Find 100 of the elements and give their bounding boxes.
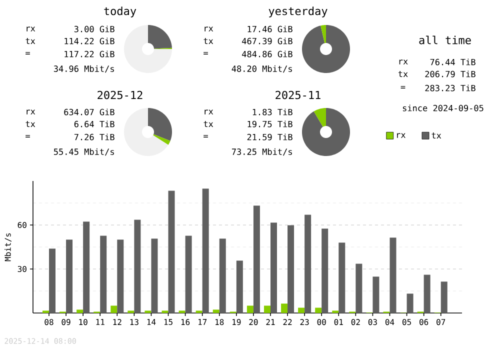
text: = [26, 135, 30, 138]
x-tick-label: 21 [266, 319, 275, 325]
text: tx [26, 38, 36, 44]
bar [168, 190, 175, 313]
text: 6.64 TiB [74, 120, 114, 128]
text: 1.83 TiB [252, 108, 292, 116]
x-tick-label: 11 [96, 319, 104, 325]
bar [390, 238, 396, 313]
x-tick-label: 17 [198, 319, 207, 325]
text: 76.44 TiB [430, 58, 476, 66]
x-tick-label: 02 [351, 319, 360, 326]
bar [246, 306, 254, 313]
chart-title: 2025-11 [276, 90, 320, 100]
x-tick-label: 10 [79, 319, 88, 326]
y-tick-label: 60 [18, 222, 26, 228]
bar [151, 238, 158, 313]
x-tick-label: 20 [249, 319, 258, 326]
chart-title: yesterday [268, 6, 328, 18]
bar [117, 240, 124, 313]
bar [356, 264, 362, 313]
bar [83, 222, 90, 313]
text: 7.26 TiB [74, 134, 114, 140]
x-tick-label: 16 [181, 319, 190, 326]
bar [202, 188, 209, 313]
text: rx [26, 110, 36, 114]
x-tick-label: 14 [147, 319, 156, 325]
text: = [400, 86, 406, 88]
legend-label: rx [397, 133, 406, 138]
text: 48.20 Mbit/s [232, 65, 292, 73]
text: 484.86 GiB [242, 50, 292, 58]
x-tick-label: 13 [130, 319, 138, 326]
bar [185, 236, 192, 313]
bar [406, 294, 414, 313]
bar [281, 304, 288, 313]
y-axis-title: Mbit/s [4, 233, 12, 262]
bar [236, 260, 243, 313]
text: tx [26, 121, 36, 127]
bar [288, 225, 294, 313]
bar [100, 236, 107, 313]
text: = [204, 52, 208, 54]
text: = [204, 135, 208, 138]
text: tx [398, 71, 408, 77]
text: 283.23 TiB [425, 84, 476, 92]
x-tick-label: 15 [164, 319, 172, 325]
x-tick-label: 05 [402, 319, 411, 326]
x-tick-label: 12 [113, 319, 122, 325]
text: tx [204, 38, 214, 44]
text: 19.75 TiB [248, 120, 292, 128]
text: 467.39 GiB [242, 38, 292, 44]
text: 114.22 GiB [64, 38, 114, 44]
text: = [26, 52, 30, 54]
x-tick-label: 19 [232, 319, 241, 326]
x-tick-label: 22 [283, 319, 292, 325]
text: rx [204, 110, 214, 114]
bar [110, 306, 118, 313]
bar [264, 306, 270, 313]
x-tick-label: 03 [368, 319, 377, 326]
x-tick-label: 23 [300, 319, 309, 326]
bar [304, 214, 312, 313]
text: rx [26, 26, 36, 32]
text: since 2024-09-05 [402, 104, 484, 112]
text: 34.96 Mbit/s [54, 65, 114, 73]
x-tick-label: 08 [44, 319, 54, 326]
bar [322, 228, 328, 313]
x-tick-label: 04 [385, 319, 394, 326]
x-tick-label: 01 [334, 319, 343, 326]
bar [76, 310, 84, 313]
text: 55.45 Mbit/s [54, 148, 114, 156]
text: 21.59 TiB [247, 134, 292, 140]
text: 73.25 Mbit/s [232, 148, 292, 156]
x-tick-label: 18 [216, 319, 224, 326]
bar [212, 310, 220, 313]
bar [270, 222, 277, 313]
bar [66, 240, 73, 313]
bar [424, 274, 430, 313]
bar [253, 206, 260, 313]
text: 17.46 GiB [248, 26, 292, 32]
bar [219, 238, 226, 313]
y-tick-label: 30 [18, 266, 26, 272]
text: tx [204, 121, 214, 127]
bar [134, 220, 141, 313]
bar [298, 308, 305, 313]
text: 3.00 GiB [74, 26, 114, 32]
x-tick-label: 07 [436, 319, 446, 326]
bar [49, 248, 56, 313]
bar [315, 308, 322, 313]
text: all time [419, 36, 471, 44]
bar [372, 276, 380, 313]
chart-title: 2025-12 [98, 90, 142, 100]
text: 206.79 TiB [425, 70, 476, 78]
text: 117.22 GiB [64, 50, 114, 58]
x-tick-label: 09 [62, 319, 70, 326]
x-tick-label: 06 [420, 319, 428, 326]
bar [440, 282, 448, 313]
bar [338, 242, 346, 313]
text: rx [204, 26, 214, 32]
text: rx [399, 60, 408, 64]
x-tick-label: 00 [317, 319, 326, 326]
legend-label: tx [432, 132, 442, 138]
text: 634.07 GiB [64, 108, 114, 116]
